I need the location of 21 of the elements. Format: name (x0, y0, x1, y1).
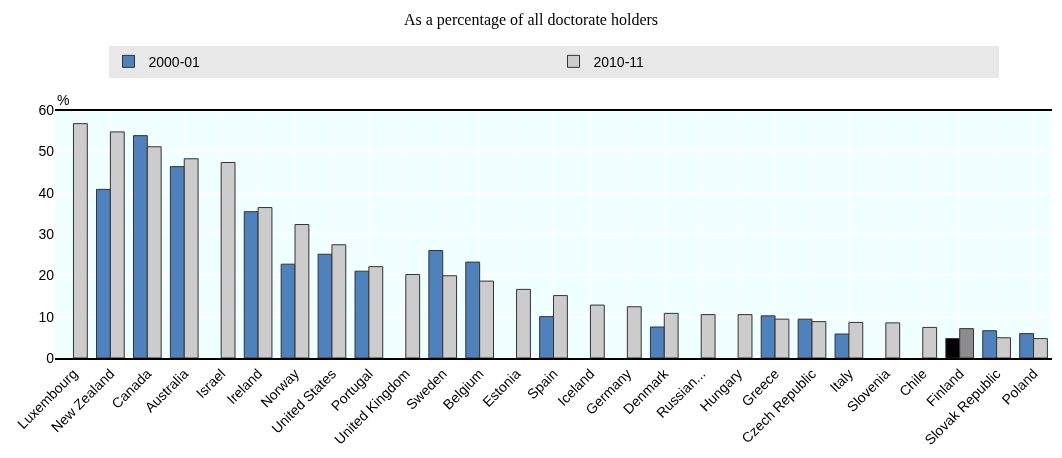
bar (589, 304, 605, 358)
bar (72, 123, 88, 358)
bar (516, 288, 531, 358)
y-tick-label: 10 (38, 308, 55, 325)
y-tick-label: 40 (38, 184, 55, 201)
legend-label: 2000-01 (148, 53, 201, 70)
bar (220, 161, 236, 358)
bar (922, 326, 938, 358)
y-tick-label: 0 (46, 349, 55, 366)
chart-title: As a percentage of all doctorate holders (403, 10, 659, 29)
y-tick-label: 50 (38, 143, 55, 160)
y-tick-label: 20 (38, 267, 55, 284)
bar (405, 274, 421, 358)
bar (700, 314, 716, 358)
bar (885, 322, 901, 358)
y-tick-label: 30 (38, 225, 55, 242)
bar (626, 306, 642, 358)
y-axis-title: % (57, 92, 70, 108)
y-tick-label: 60 (38, 101, 55, 118)
bar (737, 314, 753, 358)
legend-label: 2010-11 (593, 53, 645, 70)
